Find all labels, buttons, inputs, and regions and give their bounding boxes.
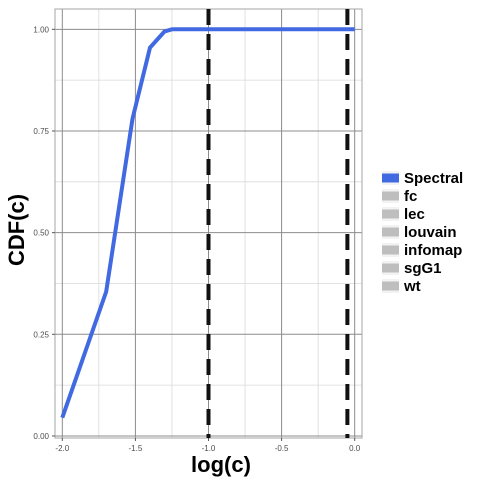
legend-swatch <box>382 281 399 291</box>
plot-area: -2.0 -1.5 -1.0 -0.5 0.0 0.00 0.25 0.50 0.75 1.00 <box>33 8 363 453</box>
y-tick-label: 0.00 <box>33 432 49 441</box>
legend-label: wt <box>403 278 421 295</box>
legend-label: sgG1 <box>404 260 442 277</box>
legend-label: Spectral <box>404 170 463 187</box>
legend-swatch <box>382 263 399 273</box>
x-tick-label: -1.0 <box>202 444 216 453</box>
legend-swatch <box>382 245 399 255</box>
x-tick-label: -0.5 <box>275 444 289 453</box>
y-tick-label: 0.75 <box>33 127 49 136</box>
legend-label: infomap <box>404 242 462 259</box>
x-tick-label: -2.0 <box>55 444 69 453</box>
legend-swatch <box>382 191 399 201</box>
y-tick-label: 0.50 <box>33 229 49 238</box>
y-axis-label: CDF(c) <box>4 194 29 266</box>
y-tick-label: 1.00 <box>33 25 49 34</box>
x-tick-label: -1.5 <box>129 444 143 453</box>
legend-swatch <box>382 209 399 219</box>
legend-label: fc <box>404 188 417 205</box>
series-line <box>60 27 355 419</box>
legend-swatch <box>382 227 399 237</box>
legend-label: louvain <box>404 224 457 241</box>
legend-swatch <box>382 173 399 183</box>
legend-label: lec <box>404 206 425 223</box>
x-tick-label: 0.0 <box>349 444 361 453</box>
x-axis-label: log(c) <box>191 452 251 477</box>
y-tick-label: 0.25 <box>33 330 49 339</box>
